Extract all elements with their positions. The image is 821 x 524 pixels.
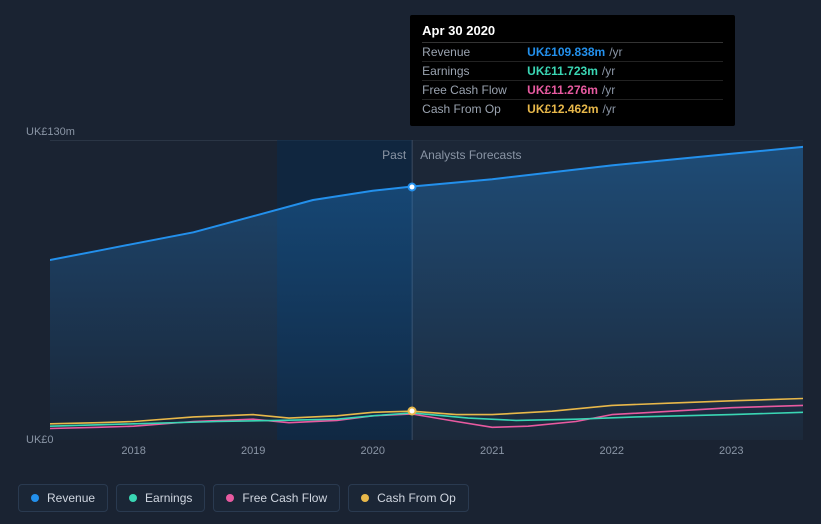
tooltip-row-value: UK£109.838m (527, 45, 605, 59)
chart-tooltip: Apr 30 2020 RevenueUK£109.838m/yrEarning… (410, 15, 735, 126)
legend-item-earnings[interactable]: Earnings (116, 484, 205, 512)
legend-swatch (226, 494, 234, 502)
chart-plot-area[interactable]: Past Analysts Forecasts (50, 140, 803, 440)
past-region-label: Past (382, 148, 406, 162)
forecast-region-label: Analysts Forecasts (420, 148, 521, 162)
tooltip-row-value: UK£12.462m (527, 102, 598, 116)
tooltip-date: Apr 30 2020 (422, 23, 723, 43)
tooltip-row-unit: /yr (602, 64, 615, 78)
x-axis: 2018 2019 2020 2021 2022 2023 (50, 445, 803, 465)
tooltip-row-label: Earnings (422, 64, 527, 78)
legend-label: Earnings (145, 491, 192, 505)
legend-item-revenue[interactable]: Revenue (18, 484, 108, 512)
x-axis-tick: 2022 (600, 445, 624, 457)
tooltip-row: Free Cash FlowUK£11.276m/yr (422, 81, 723, 100)
x-axis-tick: 2019 (241, 445, 265, 457)
legend-label: Free Cash Flow (242, 491, 327, 505)
legend-swatch (129, 494, 137, 502)
tooltip-marker-lower (408, 407, 417, 416)
legend-item-free-cash-flow[interactable]: Free Cash Flow (213, 484, 340, 512)
legend-item-cash-from-op[interactable]: Cash From Op (348, 484, 469, 512)
tooltip-row: RevenueUK£109.838m/yr (422, 43, 723, 62)
tooltip-row-label: Cash From Op (422, 102, 527, 116)
legend-label: Cash From Op (377, 491, 456, 505)
legend-swatch (361, 494, 369, 502)
tooltip-row-label: Free Cash Flow (422, 83, 527, 97)
tooltip-marker-revenue (408, 182, 417, 191)
tooltip-row: Cash From OpUK£12.462m/yr (422, 100, 723, 118)
x-axis-tick: 2021 (480, 445, 504, 457)
chart-svg (50, 140, 803, 440)
tooltip-row-value: UK£11.276m (527, 83, 598, 97)
tooltip-row: EarningsUK£11.723m/yr (422, 62, 723, 81)
tooltip-row-value: UK£11.723m (527, 64, 598, 78)
x-axis-tick: 2023 (719, 445, 743, 457)
x-axis-tick: 2018 (121, 445, 145, 457)
tooltip-row-label: Revenue (422, 45, 527, 59)
legend-label: Revenue (47, 491, 95, 505)
chart-container: UK£130m UK£0 Past Analysts Forecasts (18, 140, 803, 440)
chart-legend: Revenue Earnings Free Cash Flow Cash From O… (18, 484, 469, 512)
tooltip-row-unit: /yr (609, 45, 622, 59)
tooltip-row-unit: /yr (602, 83, 615, 97)
x-axis-tick: 2020 (360, 445, 384, 457)
tooltip-row-unit: /yr (603, 102, 616, 116)
legend-swatch (31, 494, 39, 502)
y-axis-max-label: UK£130m (26, 126, 75, 138)
